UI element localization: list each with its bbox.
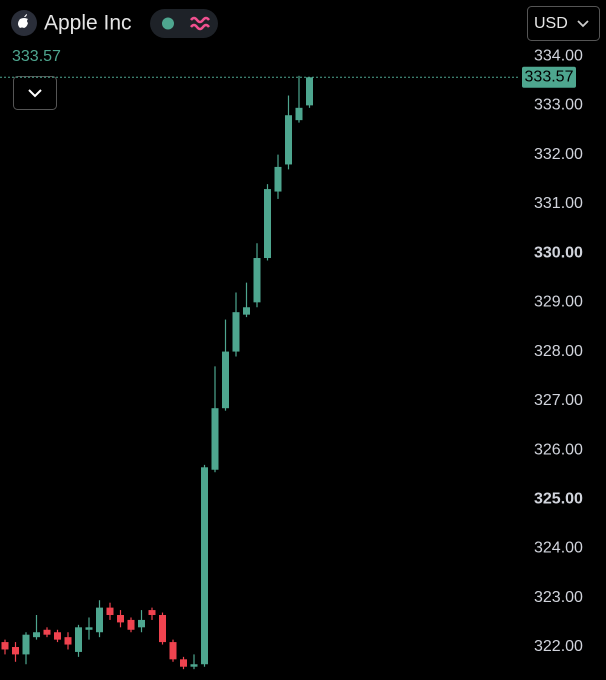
last-price: 333.57: [12, 48, 61, 65]
candle-body: [1, 642, 9, 650]
candle-body: [64, 637, 72, 645]
candle-body: [96, 607, 103, 633]
symbol-title: Apple Inc: [44, 12, 132, 35]
candle-body: [306, 77, 313, 106]
candle-body: [211, 408, 219, 470]
y-tick-label: 330.00: [534, 244, 583, 261]
price-tag-label: 333.57: [525, 69, 574, 86]
y-tick-label: 327.00: [534, 392, 583, 409]
candle-body: [106, 607, 114, 616]
candle-body: [127, 619, 135, 630]
y-tick-label: 328.00: [534, 343, 583, 360]
y-tick-label: 323.00: [534, 589, 583, 606]
currency-select[interactable]: [527, 6, 600, 41]
extended-hours-icon: [190, 16, 210, 31]
y-tick-label: 325.00: [534, 491, 583, 508]
candle-body: [117, 615, 124, 623]
candle-body: [22, 634, 30, 655]
y-tick-label: 333.00: [534, 97, 583, 114]
candle-body: [85, 627, 93, 630]
y-tick-label: 322.00: [534, 638, 583, 655]
candle-body: [285, 115, 292, 165]
currency-chevron: [577, 20, 589, 28]
candle-body: [232, 312, 240, 352]
candle-body: [243, 307, 250, 315]
candle-body: [33, 632, 40, 638]
candle-body: [274, 166, 282, 192]
candle-body: [159, 615, 166, 643]
candle-body: [264, 189, 271, 259]
candle-body: [138, 619, 145, 628]
candle-body: [190, 664, 198, 667]
collapse-chevron: [28, 89, 42, 98]
candle-body: [75, 627, 82, 652]
candle-body: [180, 659, 187, 667]
y-tick-label: 324.00: [534, 540, 583, 557]
candle-body: [201, 467, 208, 665]
candle-body: [222, 351, 229, 409]
candle-body: [54, 632, 61, 640]
apple-logo: [18, 14, 28, 28]
y-tick-label: 332.00: [534, 146, 583, 163]
status-pill[interactable]: [150, 9, 218, 38]
currency-label: USD: [534, 15, 568, 32]
candle-body: [169, 642, 177, 660]
price-tag: [522, 66, 576, 88]
y-tick-label: 329.00: [534, 294, 583, 311]
candle-body: [253, 258, 261, 303]
collapse-button[interactable]: [13, 76, 57, 110]
y-tick-label: 334.00: [534, 47, 583, 64]
market-dot: [162, 17, 174, 30]
candle-body: [43, 629, 51, 635]
candle-body: [148, 610, 156, 616]
y-tick-label: 331.00: [534, 195, 583, 212]
candle-body: [12, 647, 19, 655]
candle-body: [295, 107, 303, 121]
y-tick-label: 326.00: [534, 441, 583, 458]
